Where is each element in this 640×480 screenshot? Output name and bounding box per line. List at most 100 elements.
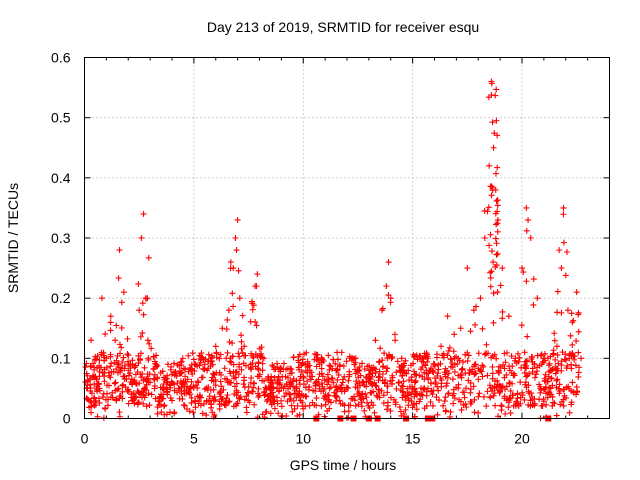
data-point (575, 373, 582, 380)
data-point (357, 372, 364, 379)
data-point (303, 349, 310, 356)
data-point (208, 355, 215, 362)
data-point (140, 311, 147, 318)
data-point (139, 329, 146, 336)
data-point (445, 370, 452, 377)
data-point (345, 414, 352, 421)
data-point (168, 378, 175, 385)
data-point (399, 369, 406, 376)
data-point (392, 331, 399, 338)
data-point (503, 349, 510, 356)
data-point (100, 349, 107, 356)
data-point (206, 398, 213, 405)
data-point (135, 389, 142, 396)
data-point (102, 331, 109, 338)
data-point (134, 399, 141, 406)
data-point (361, 407, 368, 414)
data-point (488, 192, 495, 199)
data-point (433, 394, 440, 401)
data-point (274, 385, 280, 392)
data-point (419, 373, 426, 380)
data-point (306, 402, 313, 409)
data-point (499, 315, 506, 322)
data-point (487, 269, 494, 276)
data-point (534, 352, 541, 359)
data-point (235, 267, 242, 274)
data-point (389, 381, 396, 388)
data-point (227, 379, 234, 386)
data-point (538, 402, 545, 409)
data-point (296, 351, 303, 358)
data-point (227, 358, 234, 365)
data-point (109, 394, 116, 401)
data-point (481, 351, 488, 358)
data-point (298, 368, 305, 375)
data-point (493, 197, 500, 204)
data-point (99, 295, 105, 302)
data-point (413, 406, 420, 413)
data-point (247, 361, 254, 368)
data-point (554, 376, 561, 383)
data-point (231, 375, 238, 382)
data-point (333, 393, 340, 400)
data-point (416, 372, 423, 379)
data-point (568, 310, 575, 317)
data-point (560, 402, 567, 409)
data-point (329, 375, 336, 382)
y-tick-label: 0.1 (51, 350, 71, 366)
data-point (112, 337, 119, 344)
data-point (440, 402, 447, 409)
data-point (437, 360, 444, 367)
data-point (494, 197, 501, 204)
data-point (385, 292, 392, 299)
data-point (256, 392, 263, 399)
data-point (566, 355, 573, 362)
data-point (498, 403, 505, 410)
data-point (300, 405, 307, 412)
data-point (529, 393, 536, 400)
data-point (182, 366, 189, 373)
data-point (226, 398, 233, 405)
data-point (513, 359, 520, 366)
data-point (111, 380, 118, 387)
data-point (192, 361, 199, 368)
data-point (249, 300, 256, 307)
data-point (524, 333, 531, 340)
data-point (484, 372, 491, 379)
data-point (488, 248, 495, 255)
data-point (227, 259, 234, 266)
data-point (158, 391, 165, 398)
data-point (103, 364, 110, 371)
data-point (400, 360, 407, 367)
data-point (395, 379, 402, 386)
data-point (572, 362, 579, 369)
data-point (575, 309, 582, 316)
data-point (494, 202, 501, 209)
data-point (96, 362, 103, 369)
data-point (223, 355, 230, 362)
data-point (411, 393, 418, 400)
data-point (519, 265, 525, 272)
data-point (519, 389, 526, 396)
data-point (283, 366, 290, 373)
data-point (489, 385, 496, 392)
data-point (531, 374, 538, 381)
data-point (219, 395, 226, 402)
data-point (332, 360, 339, 367)
data-point (514, 390, 521, 397)
data-point (387, 295, 394, 302)
data-point (120, 354, 127, 361)
data-point (216, 401, 223, 408)
data-point (505, 404, 512, 411)
data-point (541, 350, 548, 357)
data-point (290, 354, 297, 361)
data-point (93, 356, 100, 363)
data-point (314, 354, 321, 361)
data-point (225, 307, 232, 314)
data-point (356, 363, 363, 370)
data-point (465, 352, 472, 359)
data-point (509, 380, 516, 387)
data-point (554, 309, 561, 316)
data-point (86, 404, 93, 411)
data-point (560, 239, 567, 246)
